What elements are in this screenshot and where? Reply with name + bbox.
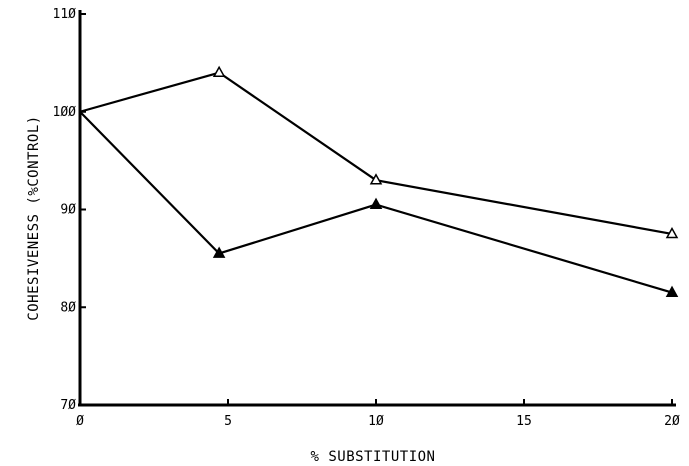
filled-triangle-marker	[665, 285, 679, 297]
y-tick-label: 11Ø	[53, 7, 77, 22]
y-axis-title: COHESIVENESS (%CONTROL)	[26, 115, 42, 320]
open-triangle-marker	[212, 65, 226, 77]
filled-triangle-marker	[212, 246, 226, 258]
series-line	[79, 110, 673, 294]
y-tick-label: 9Ø	[60, 203, 76, 218]
x-tick-label: 5	[224, 414, 232, 429]
open-triangle-marker	[369, 173, 383, 185]
y-tick-label: 1ØØ	[53, 105, 77, 120]
x-axis-title: % SUBSTITUTION	[310, 449, 435, 465]
plot-area	[79, 65, 679, 297]
y-tick-label: 8Ø	[60, 300, 76, 315]
x-tick-label: 2Ø	[664, 414, 680, 429]
x-tick-label: 15	[516, 414, 532, 429]
y-tick-label: 7Ø	[60, 398, 76, 413]
series-line	[79, 71, 673, 236]
open-triangle-marker	[665, 226, 679, 239]
x-tick-label: 1Ø	[368, 414, 384, 429]
x-tick-label: Ø	[76, 414, 84, 429]
axes: Ø 5 1Ø 15 2Ø 7Ø 8Ø 9Ø 1ØØ 11Ø	[53, 7, 680, 429]
filled-triangle-marker	[369, 197, 383, 209]
